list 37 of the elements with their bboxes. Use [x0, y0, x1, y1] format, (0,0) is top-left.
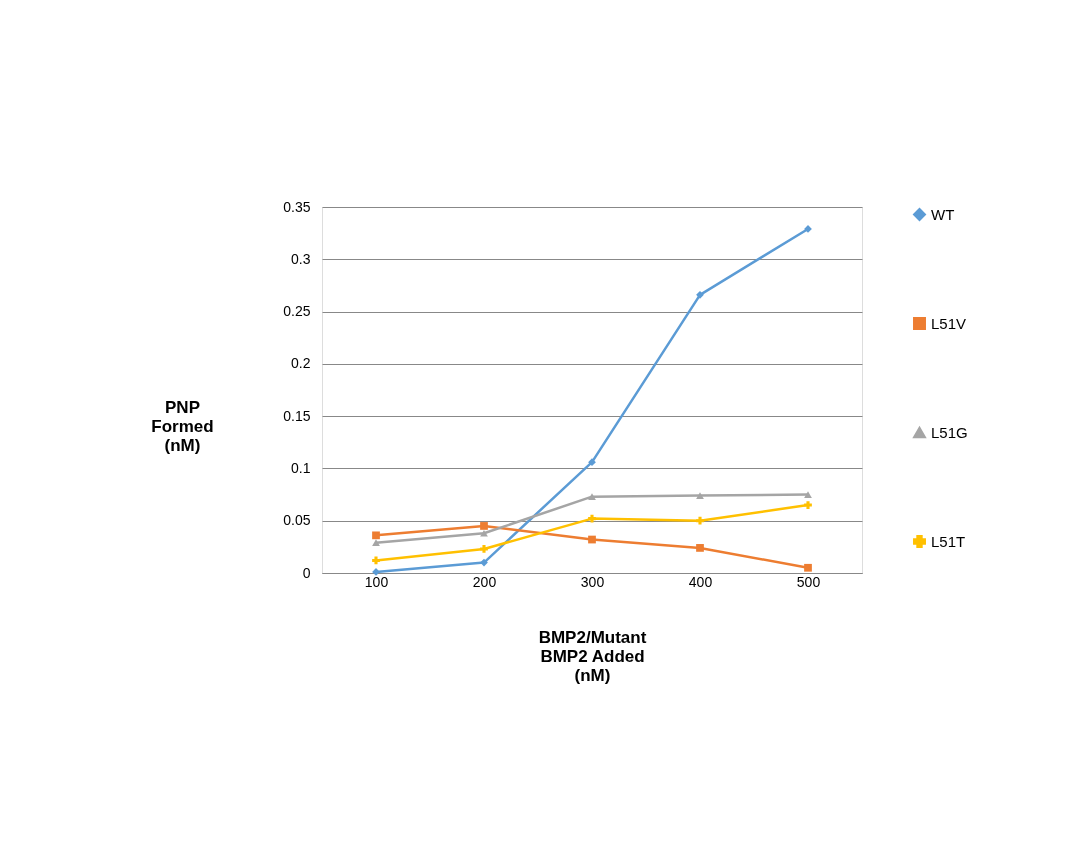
y-tick-label: 0.15	[283, 407, 311, 424]
y-tick-label: 0.3	[291, 250, 311, 267]
point	[588, 514, 596, 523]
legend-label: WT	[931, 205, 955, 223]
point	[372, 531, 380, 540]
point	[696, 544, 704, 552]
point	[372, 539, 380, 547]
y-tick-label: 0.35	[283, 198, 311, 215]
x-tick-label: 200	[472, 573, 497, 590]
y-tick-label: 0	[302, 564, 311, 581]
point	[588, 458, 596, 467]
point	[804, 501, 812, 509]
x-axis-title: BMP2/Mutant BMP2 Added (nM)	[538, 627, 647, 685]
x-tick-label: 400	[688, 573, 713, 590]
x-tick-label: 500	[796, 573, 821, 590]
point	[480, 522, 488, 530]
x-tick-label: 300	[580, 573, 605, 590]
point	[480, 529, 488, 537]
point	[372, 556, 380, 565]
point	[480, 545, 488, 553]
legend-label: L51G	[931, 423, 968, 441]
y-tick-label: 0.05	[283, 512, 311, 529]
point	[588, 493, 596, 501]
legend-label: L51V	[931, 314, 967, 332]
y-axis-title: PNP Formed (nM)	[151, 397, 214, 455]
point	[696, 290, 704, 299]
point	[588, 535, 596, 544]
point	[696, 516, 704, 525]
x-tick-label: 100	[364, 573, 389, 590]
point	[804, 563, 812, 572]
y-tick-label: 0.2	[291, 355, 311, 372]
point	[804, 491, 812, 498]
legend-label: L51T	[931, 532, 966, 550]
point	[696, 492, 704, 499]
y-tick-label: 0.1	[291, 459, 311, 476]
point	[480, 558, 488, 567]
y-tick-label: 0.25	[283, 303, 311, 320]
